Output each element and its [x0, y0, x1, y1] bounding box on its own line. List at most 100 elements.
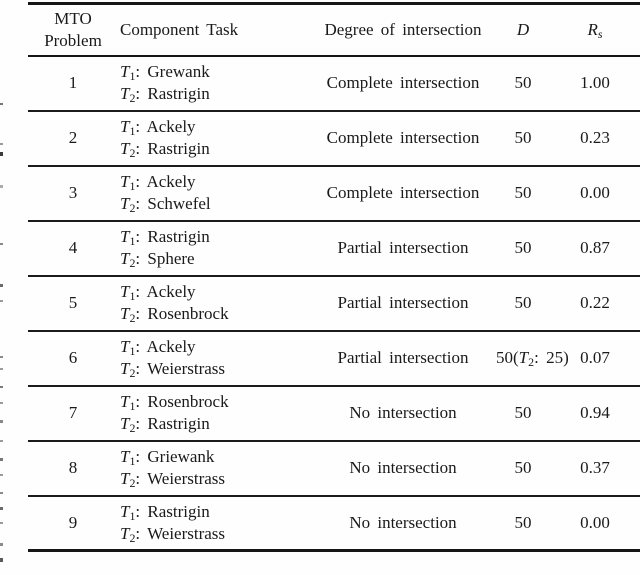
scan-artifact — [0, 103, 3, 105]
component-task: T2: Rastrigin — [120, 139, 210, 160]
scan-artifact — [0, 440, 3, 442]
scan-artifact — [0, 284, 3, 287]
scan-artifact — [0, 368, 3, 370]
header-row: MTO Problem Component Task Degree of int… — [28, 4, 640, 56]
rs-cell: 0.07 — [580, 348, 610, 367]
dimension-cell: 50 — [514, 183, 532, 202]
component-task-cell: T1: Ackely T2: Schwefel — [118, 166, 310, 221]
component-task: T1: Ackely — [120, 337, 196, 358]
mto-problems-table: MTO Problem Component Task Degree of int… — [28, 2, 640, 552]
table-body: 1 T1: Grewank T2: Rastrigin Complete inters… — [28, 56, 640, 551]
mto-problem-cell: 9 — [68, 512, 78, 532]
scan-artifact — [0, 356, 3, 358]
rs-cell: 0.87 — [580, 238, 610, 257]
dimension-cell: 50 — [514, 238, 532, 257]
rs-subscript: s — [597, 26, 603, 41]
component-task: T2: Rosenbrock — [120, 304, 229, 325]
scan-artifact — [0, 243, 3, 245]
header-rs: Rs — [550, 4, 640, 56]
dimension-cell: 50 — [514, 293, 532, 312]
mto-problem-cell: 5 — [68, 293, 78, 312]
component-task: T2: Rastrigin — [120, 84, 210, 105]
component-task: T1: Ackely — [120, 172, 196, 193]
component-task: T1: Rosenbrock — [120, 392, 229, 413]
mto-problem-cell: 8 — [68, 458, 78, 477]
component-task: T2: Schwefel — [120, 194, 211, 215]
component-task-cell: T1: Rosenbrock T2: Rastrigin — [118, 386, 310, 441]
component-task: T1: Griewank — [120, 447, 215, 468]
component-task: T2: Weierstrass — [120, 469, 226, 490]
component-task: T1: Ackely — [120, 282, 196, 303]
degree-of-intersection-cell: Partial intersection — [337, 238, 469, 257]
component-task-cell: T1: Ackely T2: Rosenbrock — [118, 276, 310, 331]
mto-problem-cell: 1 — [68, 73, 78, 92]
table-row: 6 T1: Ackely T2: Weierstrass Partial inters… — [28, 331, 640, 386]
rs-cell: 1.00 — [580, 73, 610, 92]
scan-artifact — [0, 492, 3, 494]
mto-problem-cell: 2 — [68, 128, 78, 147]
dimension-cell: 50 — [514, 403, 532, 422]
component-task: T1: Rastrigin — [120, 501, 210, 523]
component-task: T2: Weierstrass — [120, 523, 226, 545]
scan-artifact — [0, 558, 3, 562]
dimension-cell: 50 — [514, 73, 532, 92]
header-degree-of-intersection: Degree of intersection — [324, 19, 482, 39]
table-row: 7 T1: Rosenbrock T2: Rastrigin No intersect… — [28, 386, 640, 441]
scan-artifact — [0, 474, 3, 476]
component-task: T1: Ackely — [120, 117, 196, 138]
component-task-cell: T1: Rastrigin T2: Sphere — [118, 221, 310, 276]
component-task-cell: T1: Ackely T2: Weierstrass — [118, 331, 310, 386]
scan-artifact — [0, 522, 3, 524]
degree-of-intersection-cell: No intersection — [349, 458, 457, 477]
header-mto-line2: Problem — [44, 30, 102, 50]
component-task-cell: T1: Grewank T2: Rastrigin — [118, 56, 310, 111]
component-task: T2: Weierstrass — [120, 359, 226, 380]
component-task: T1: Rastrigin — [120, 227, 210, 248]
rs-cell: 0.00 — [580, 512, 610, 532]
scan-artifact — [0, 300, 3, 302]
degree-of-intersection-cell: Partial intersection — [337, 348, 469, 367]
rs-cell: 0.22 — [580, 293, 610, 312]
header-mto-problem: MTO Problem — [28, 4, 118, 56]
scan-artifact — [0, 507, 3, 510]
rs-cell: 0.23 — [580, 128, 610, 147]
scan-artifact — [0, 143, 3, 145]
scan-artifact — [0, 420, 3, 423]
scan-artifact — [0, 458, 3, 461]
rs-cell: 0.00 — [580, 183, 610, 202]
dimension-cell: 50(T2: 25) — [496, 348, 569, 369]
scan-artifact — [0, 543, 3, 546]
dimension-cell: 50 — [514, 458, 532, 477]
table-row: 8 T1: Griewank T2: Weierstrass No intersect… — [28, 441, 640, 496]
rs-cell: 0.94 — [580, 403, 610, 422]
component-task-cell: T1: Griewank T2: Weierstrass — [118, 441, 310, 496]
component-task-cell: T1: Rastrigin T2: Weierstrass — [118, 496, 310, 551]
scan-artifact — [0, 152, 3, 156]
scan-artifact — [0, 402, 3, 404]
component-task: T1: Grewank — [120, 62, 210, 83]
header-dimension: D — [496, 4, 550, 56]
table-row: 4 T1: Rastrigin T2: Sphere Partial intersec… — [28, 221, 640, 276]
degree-of-intersection-cell: No intersection — [349, 512, 457, 532]
component-task-cell: T1: Ackely T2: Rastrigin — [118, 111, 310, 166]
table-row: 2 T1: Ackely T2: Rastrigin Complete interse… — [28, 111, 640, 166]
header-mto-line1: MTO — [54, 8, 92, 28]
degree-of-intersection-cell: Complete intersection — [326, 183, 480, 202]
table-row: 9 T1: Rastrigin T2: Weierstrass No intersec… — [28, 496, 640, 551]
scan-artifact — [0, 185, 3, 188]
degree-of-intersection-cell: Partial intersection — [337, 293, 469, 312]
dimension-cell: 50 — [514, 512, 532, 532]
component-task: T2: Sphere — [120, 249, 195, 270]
mto-problem-cell: 4 — [68, 238, 78, 257]
table-row: 5 T1: Ackely T2: Rosenbrock Partial interse… — [28, 276, 640, 331]
table-row: 3 T1: Ackely T2: Schwefel Complete intersec… — [28, 166, 640, 221]
dimension-cell: 50 — [514, 128, 532, 147]
header-component-task: Component Task — [120, 19, 239, 39]
component-task: T2: Rastrigin — [120, 414, 210, 435]
dimension-symbol: D — [516, 19, 530, 39]
rs-cell: 0.37 — [580, 458, 610, 477]
degree-of-intersection-cell: Complete intersection — [326, 128, 480, 147]
rs-symbol: R — [587, 19, 598, 39]
mto-problem-cell: 3 — [68, 183, 78, 202]
